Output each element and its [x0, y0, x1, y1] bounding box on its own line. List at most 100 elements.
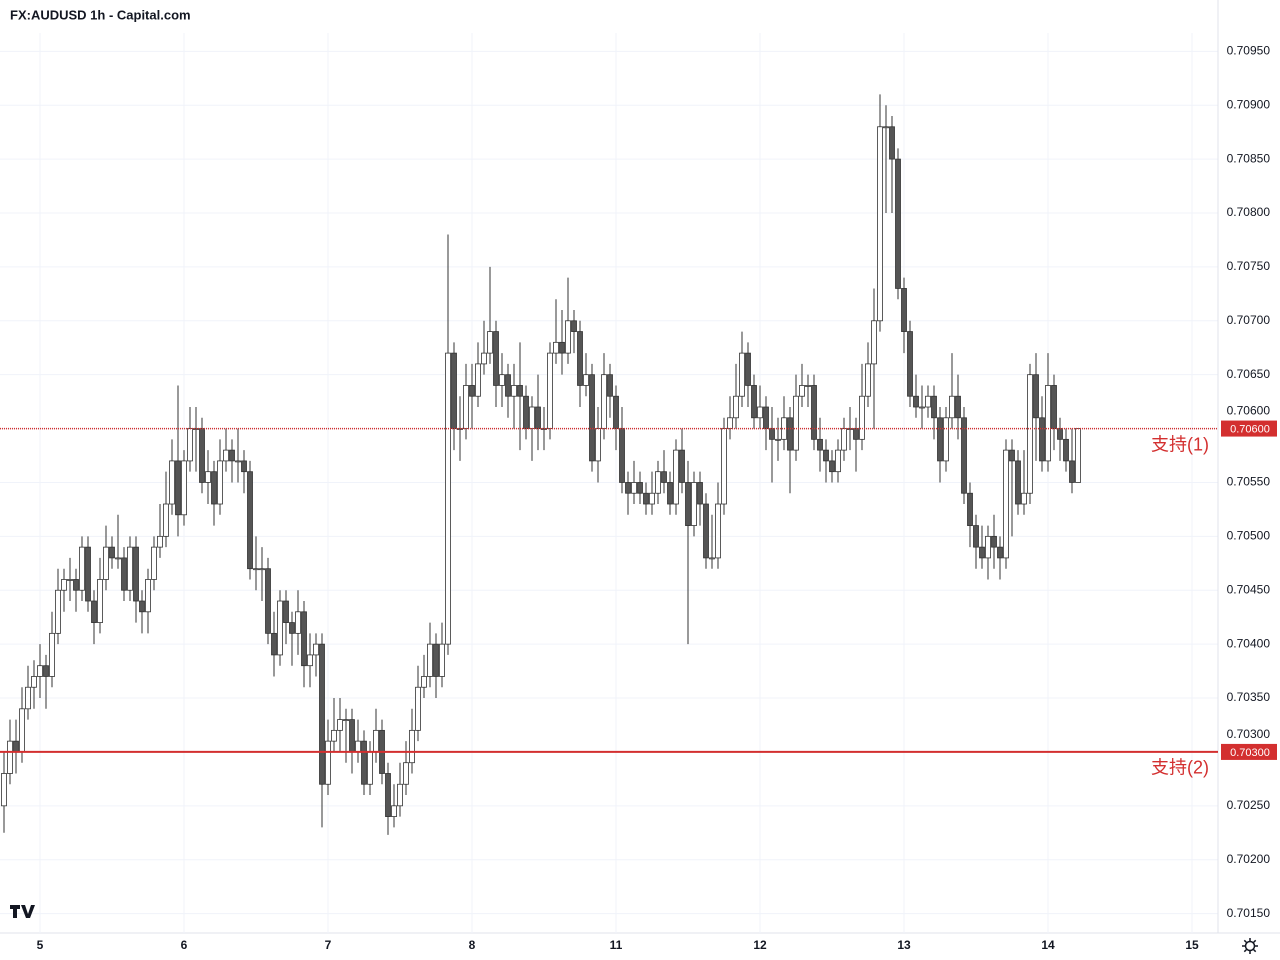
chart-title: FX:AUDUSD 1h - Capital.com: [10, 7, 191, 22]
candle-body: [43, 665, 49, 677]
candle-body: [361, 740, 367, 785]
candle-body: [13, 740, 19, 753]
candle-body: [661, 471, 667, 483]
candle-body: [649, 492, 655, 505]
candle-body: [607, 374, 613, 397]
candle-body: [703, 503, 709, 559]
x-tick-label: 15: [1185, 938, 1199, 952]
logo-mark: [10, 905, 35, 918]
candle-body: [901, 288, 907, 332]
candle-body: [589, 374, 595, 462]
candle-body: [913, 395, 919, 408]
candle-body: [397, 783, 403, 807]
candle-body: [679, 449, 685, 483]
candle-body: [163, 503, 169, 537]
candle-body: [871, 320, 877, 365]
price-label: 0.70300: [1230, 747, 1270, 759]
candle-body: [763, 406, 769, 429]
candle-body: [1, 773, 7, 807]
label-layer: 0.70950 0.70900 0.70850 0.70800 0.70750 0.707…: [37, 43, 1271, 952]
settings-icon[interactable]: [1242, 938, 1258, 954]
candle-body: [841, 428, 847, 451]
gear-teeth: [1242, 938, 1258, 954]
y-tick-label: 0.70500: [1227, 529, 1271, 543]
candle-body: [91, 600, 97, 623]
candle-body: [463, 385, 469, 429]
y-tick-label: 0.70600: [1227, 404, 1271, 418]
candle-body: [247, 471, 253, 570]
candle-body: [439, 643, 445, 677]
candle-body: [445, 352, 451, 645]
candle-body: [331, 729, 337, 742]
candle-body: [667, 482, 673, 505]
candle-body: [61, 579, 67, 591]
candle-body: [793, 395, 799, 451]
candle-body: [181, 460, 187, 516]
candle-body: [1009, 449, 1015, 462]
candle-body: [973, 525, 979, 548]
candle-body: [655, 471, 661, 494]
support-label: 支持(2): [1151, 758, 1209, 778]
candle-body: [1057, 428, 1063, 440]
candle-body: [865, 363, 871, 397]
candle-layer: [1, 94, 1081, 835]
candle-body: [619, 428, 625, 483]
y-tick-label: 0.70350: [1227, 690, 1271, 704]
y-tick-label: 0.70900: [1227, 97, 1271, 111]
candle-body: [229, 449, 235, 462]
candle-body: [577, 331, 583, 386]
candle-body: [121, 557, 127, 591]
candle-body: [7, 740, 13, 774]
candle-body: [115, 557, 121, 560]
support-label: 支持(1): [1151, 434, 1209, 454]
candle-body: [883, 126, 889, 129]
candle-body: [1075, 428, 1081, 483]
candle-body: [133, 546, 139, 602]
candle-body: [451, 352, 457, 429]
candle-body: [391, 805, 397, 817]
tradingview-logo[interactable]: [10, 905, 35, 918]
x-tick-label: 11: [610, 938, 623, 952]
candle-body: [697, 482, 703, 505]
candle-body: [355, 740, 361, 753]
candle-body: [337, 719, 343, 731]
candle-body: [283, 600, 289, 623]
candle-body: [715, 503, 721, 559]
candle-body: [1069, 460, 1075, 483]
candle-body: [523, 395, 529, 429]
x-tick-label: 14: [1041, 938, 1055, 952]
y-tick-label: 0.70450: [1227, 582, 1271, 596]
candle-body: [139, 600, 145, 613]
candle-body: [481, 352, 487, 365]
candle-body: [907, 331, 913, 397]
candle-body: [595, 428, 601, 462]
candle-body: [25, 686, 31, 710]
candle-body: [103, 546, 109, 580]
candle-body: [85, 546, 91, 602]
candle-body: [787, 417, 793, 451]
candle-body: [853, 428, 859, 440]
candle-body: [829, 460, 835, 473]
candle-body: [805, 385, 811, 387]
candle-body: [835, 449, 841, 473]
candle-body: [925, 395, 931, 408]
candle-body: [475, 363, 481, 397]
candle-body: [529, 406, 535, 429]
candle-body: [511, 385, 517, 397]
candle-body: [685, 482, 691, 526]
candle-body: [877, 126, 883, 322]
candle-body: [997, 546, 1003, 559]
candle-body: [613, 395, 619, 429]
candle-body: [1045, 385, 1051, 462]
candle-body: [943, 417, 949, 462]
candle-body: [517, 385, 523, 397]
candle-body: [859, 395, 865, 440]
x-tick-label: 8: [469, 938, 476, 952]
y-tick-label: 0.70250: [1227, 798, 1271, 812]
candle-body: [799, 385, 805, 397]
candle-body: [19, 708, 25, 753]
candle-body: [289, 622, 295, 634]
candle-body: [643, 492, 649, 505]
candle-body: [67, 579, 73, 581]
candle-body: [625, 482, 631, 494]
